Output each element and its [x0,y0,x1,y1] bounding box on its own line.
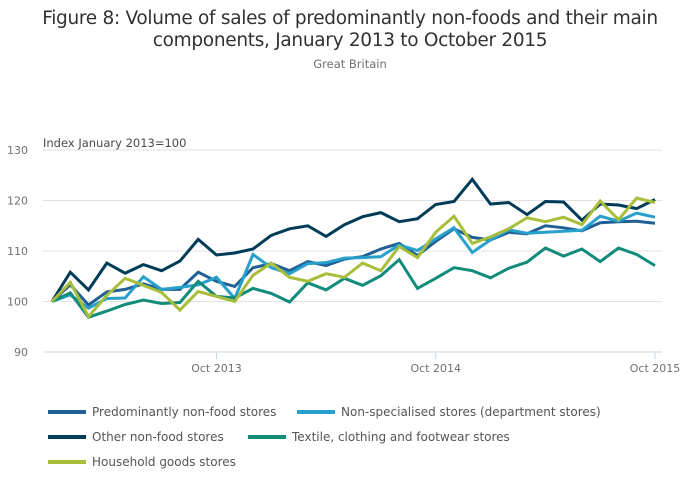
legend-swatch [48,435,86,439]
legend-item-other-non-food[interactable]: Other non-food stores [48,430,224,444]
legend-label: Predominantly non-food stores [92,405,277,419]
y-tick-label: 130 [7,144,28,157]
x-tick-label: Oct 2015 [630,362,681,375]
y-tick-label: 110 [7,245,28,258]
chart-subtitle: Great Britain [313,57,387,71]
series-line-textile-clothing-and-footwear-stores [51,246,656,319]
legend-swatch [297,410,335,414]
legend-item-predominantly-non-food[interactable]: Predominantly non-food stores [48,405,276,419]
legend-label: Textile, clothing and footwear stores [292,430,510,444]
y-tick-label: 90 [14,346,28,359]
gridlines [43,149,662,353]
x-axis: Oct 2013 Oct 2014 Oct 2015 [191,352,680,375]
legend-label: Household goods stores [92,455,236,469]
y-tick-label: 100 [7,296,28,309]
series-line-non-specialised-stores-department-stores [51,211,656,310]
series-line-household-goods-stores [50,196,656,320]
legend-item-non-specialised[interactable]: Non-specialised stores (department store… [297,405,601,419]
legend-item-textile-clothing-footwear[interactable]: Textile, clothing and footwear stores [248,430,510,444]
series-line-predominantly-non-food-stores [50,219,656,308]
y-tick-label: 120 [7,195,28,208]
chart-title: Figure 8: Volume of sales of predominant… [42,8,658,51]
legend-swatch [48,410,86,414]
legend-swatch [48,460,86,464]
legend-swatch [248,435,286,439]
series-lines [50,176,656,320]
legend-item-household-goods[interactable]: Household goods stores [48,455,236,469]
legend-label: Other non-food stores [92,430,224,444]
x-tick-label: Oct 2013 [191,362,242,375]
y-axis-ticks: 90 100 110 120 130 [7,144,28,359]
y-axis-label: Index January 2013=100 [43,136,186,150]
series-line-other-non-food-stores [50,176,656,303]
legend-label: Non-specialised stores (department store… [341,405,601,419]
x-tick-label: Oct 2014 [410,362,461,375]
